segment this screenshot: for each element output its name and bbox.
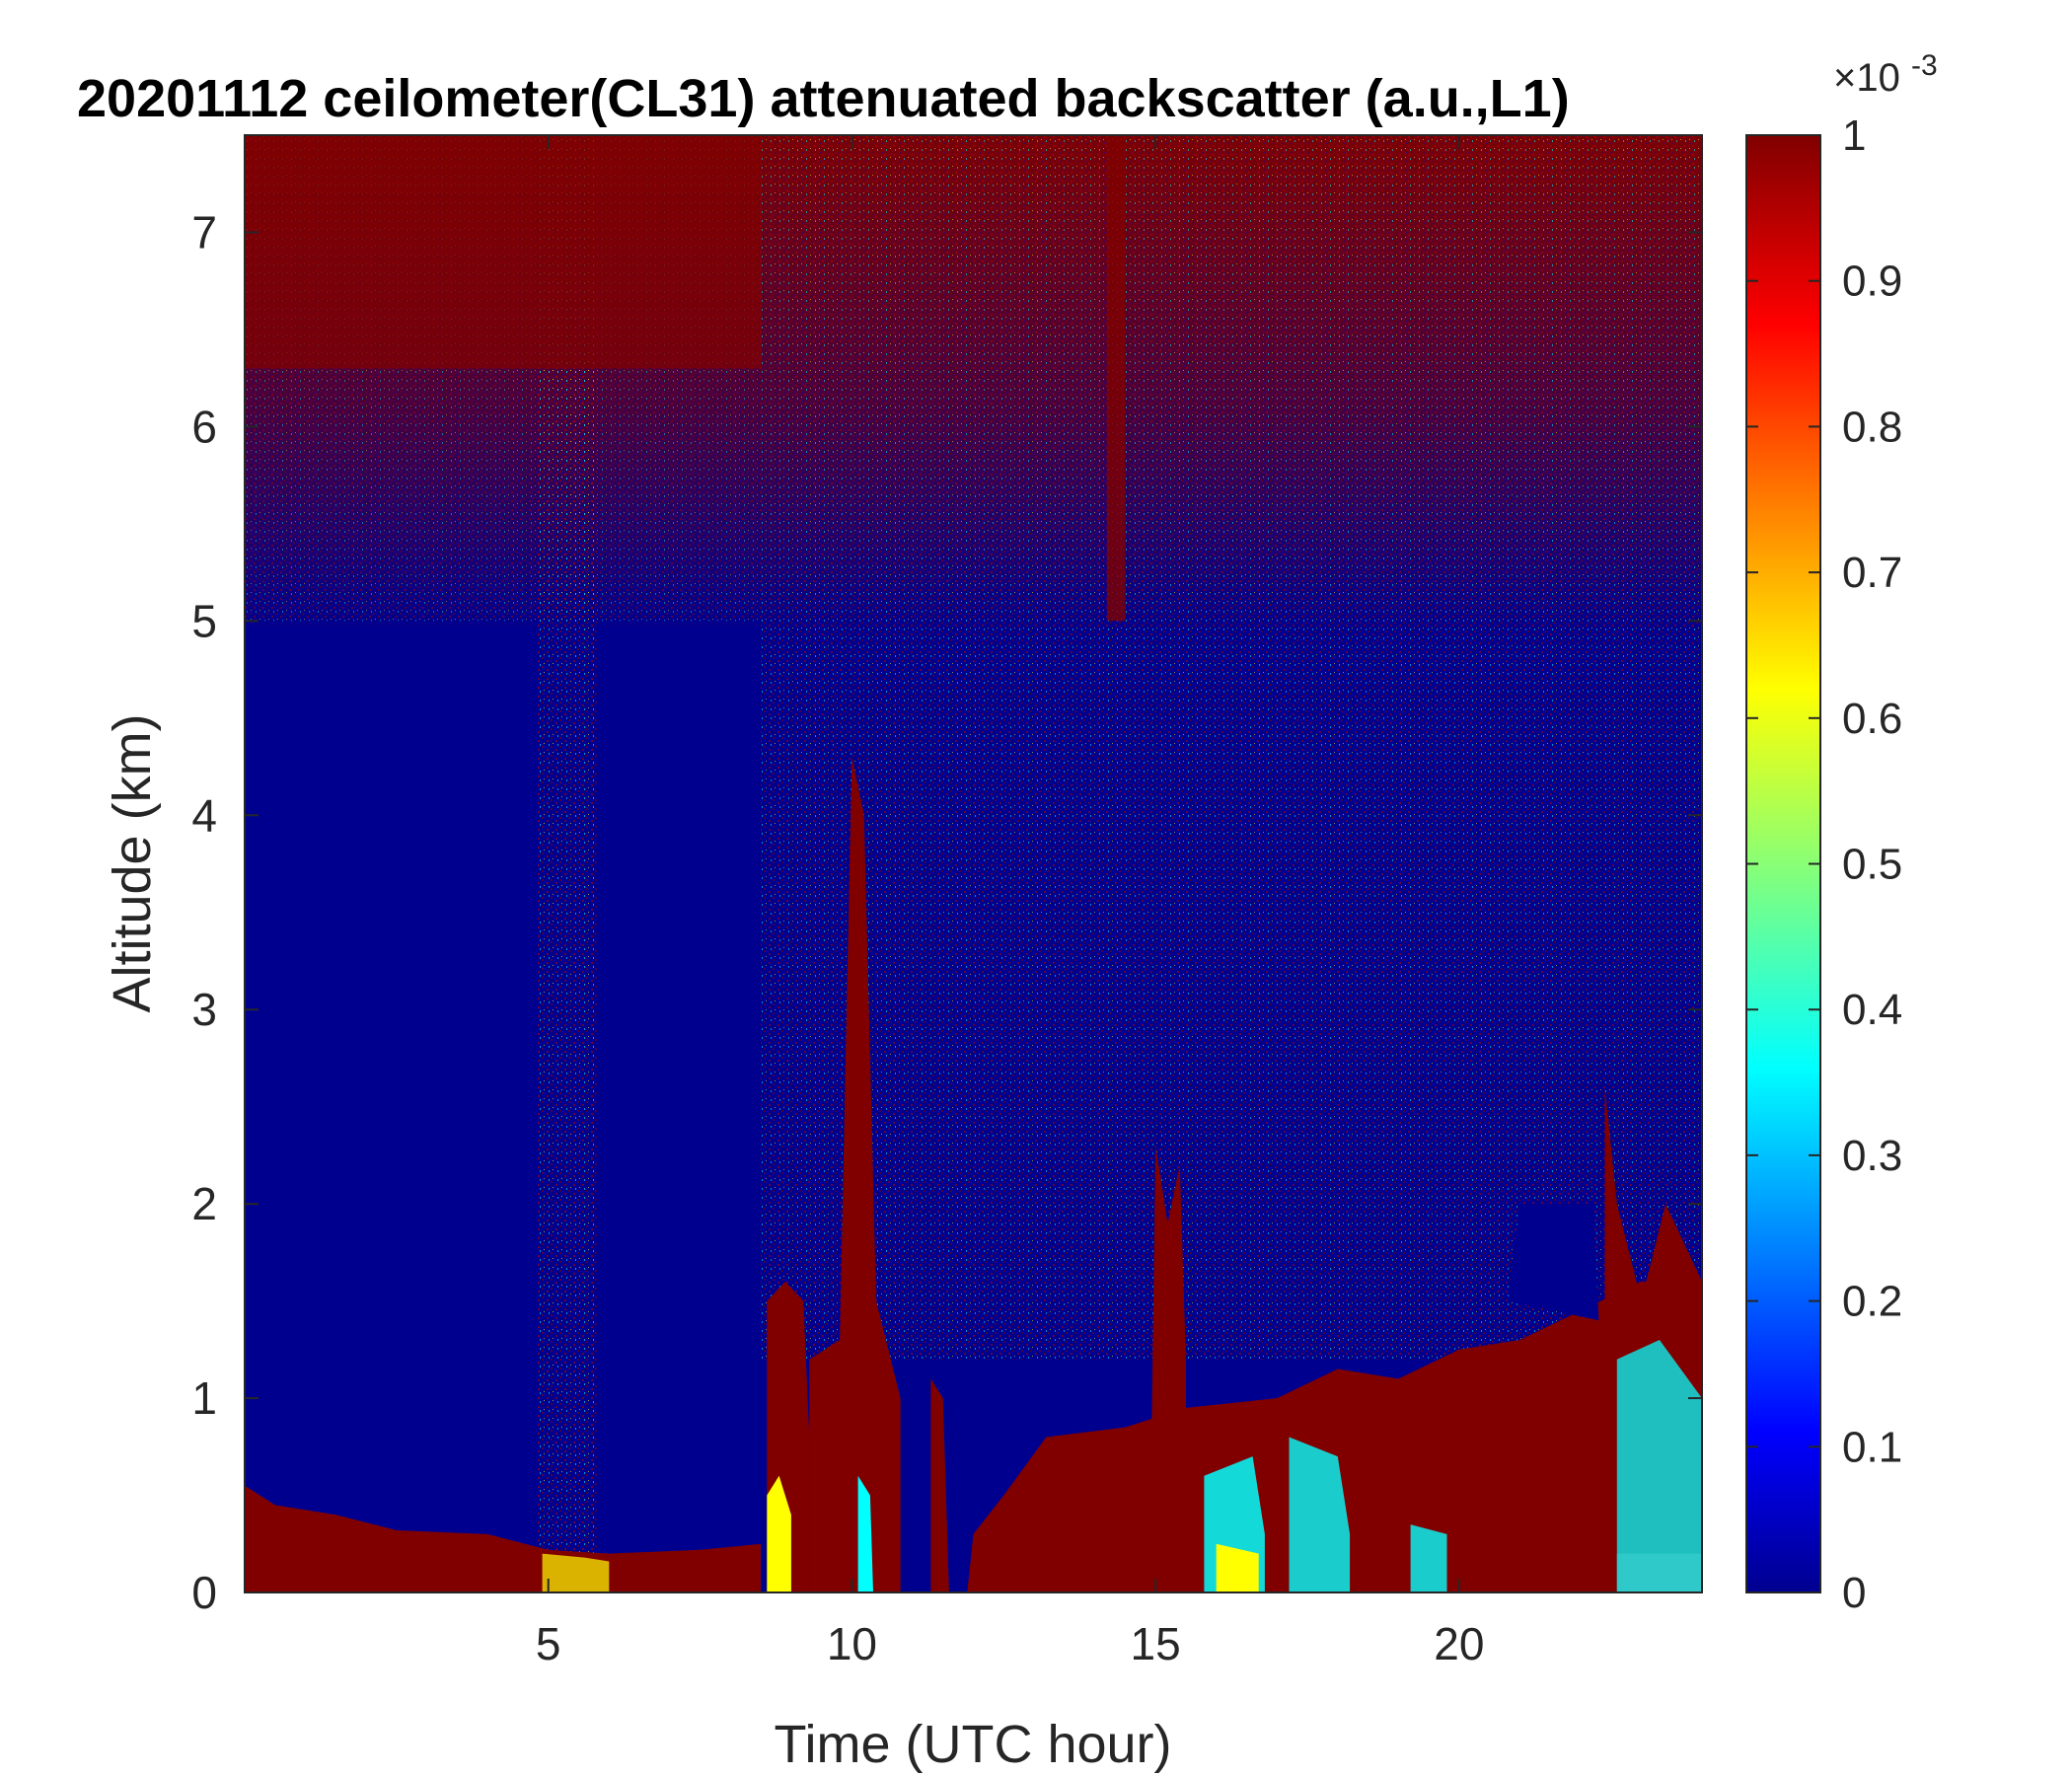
cloud-column-1-core	[767, 1475, 791, 1592]
colorbar-tick-label-0.6: 0.6	[1842, 695, 1902, 743]
colorbar-tick-label-0.9: 0.9	[1842, 258, 1902, 306]
y-tick-label-5: 5	[191, 595, 217, 646]
colorbar-ticks: 0 0.1 0.2 0.3 0.4 0.5 0.6 0.7 0.8 0.9 1	[1746, 111, 1902, 1617]
colorbar-tick-label-0: 0	[1842, 1569, 1866, 1617]
colorbar-exponent-base: ×10	[1833, 56, 1900, 100]
aerosol-patch-3	[1410, 1524, 1447, 1592]
y-axis: 0 1 2 3 4 5 6 7	[191, 206, 1702, 1618]
x-axis-label: Time (UTC hour)	[774, 1715, 1171, 1774]
noise-region-right	[761, 135, 1702, 1360]
colorbar: 0 0.1 0.2 0.3 0.4 0.5 0.6 0.7 0.8 0.9 1 ×10 -3	[1745, 49, 1938, 1617]
aerosol-patch-4-base	[1616, 1553, 1702, 1592]
colorbar-tick-label-0.4: 0.4	[1842, 986, 1902, 1034]
aerosol-patch-2	[1289, 1437, 1351, 1592]
y-tick-label-0: 0	[191, 1567, 217, 1618]
colorbar-tick-label-0.5: 0.5	[1842, 841, 1902, 889]
colorbar-exponent: ×10 -3	[1833, 49, 1938, 100]
x-tick-label-5: 5	[536, 1618, 561, 1669]
heatmap-plot-area	[245, 135, 1702, 1592]
x-tick-label-20: 20	[1434, 1618, 1484, 1669]
surface-layer	[245, 1485, 762, 1592]
y-axis-label: Altitude (km)	[103, 713, 162, 1012]
colorbar-tick-label-0.2: 0.2	[1842, 1278, 1902, 1326]
x-tick-label-15: 15	[1131, 1618, 1181, 1669]
clear-column	[1508, 1204, 1599, 1321]
x-tick-label-10: 10	[827, 1618, 877, 1669]
aerosol-patch-4	[1616, 1340, 1702, 1592]
colorbar-tick-label-0.3: 0.3	[1842, 1132, 1902, 1180]
cloud-column-2	[809, 757, 901, 1592]
colorbar-tick-label-0.1: 0.1	[1842, 1423, 1902, 1471]
colorbar-gradient	[1745, 134, 1821, 1593]
backscatter-field	[245, 135, 1702, 1592]
thin-red-column	[1106, 135, 1126, 622]
y-tick-label-2: 2	[191, 1178, 217, 1229]
colorbar-tick-label-0.8: 0.8	[1842, 403, 1902, 451]
cloud-column-4	[1149, 1146, 1186, 1592]
colorbar-tick-label-1: 1	[1842, 111, 1866, 160]
colorbar-exponent-power: -3	[1911, 49, 1938, 82]
aerosol-patch-1-core	[1216, 1543, 1259, 1592]
y-tick-label-3: 3	[191, 984, 217, 1035]
upper-red-band	[245, 135, 762, 369]
surface-bright-band	[542, 1553, 610, 1592]
colorbar-tick-label-0.7: 0.7	[1842, 549, 1902, 597]
plot-frame	[244, 134, 1703, 1593]
y-tick-label-7: 7	[191, 206, 217, 258]
y-tick-label-1: 1	[191, 1372, 217, 1424]
cloud-column-2-core	[857, 1475, 873, 1592]
chart-title: 20201112 ceilometer(CL31) attenuated bac…	[77, 69, 1570, 128]
y-tick-label-6: 6	[191, 401, 217, 452]
noise-column	[536, 135, 597, 1592]
x-axis: 5 10 15 20	[536, 135, 1484, 1669]
cloud-column-3	[930, 1378, 949, 1592]
y-tick-label-4: 4	[191, 789, 217, 841]
